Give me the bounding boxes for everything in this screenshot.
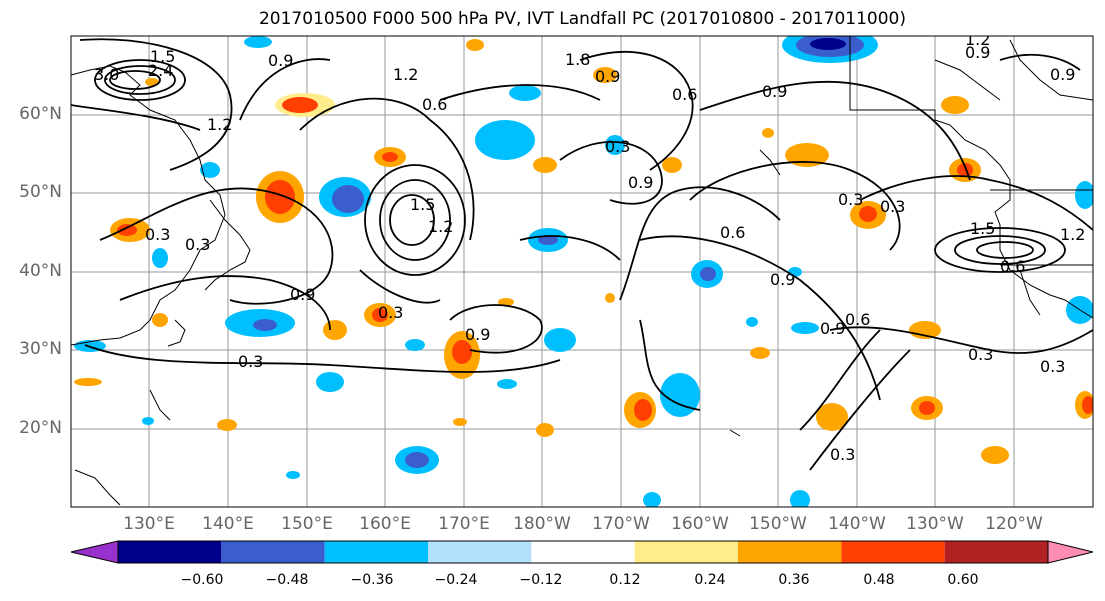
contour-label: 1.2	[428, 217, 453, 236]
contour-label: 0.9	[770, 270, 795, 289]
lon-label: 130°W	[906, 514, 964, 534]
contour-label: 1.5	[410, 195, 435, 214]
contour-label: 0.9	[268, 51, 293, 70]
map-title: 2017010500 F000 500 hPa PV, IVT Landfall…	[258, 9, 906, 29]
lon-label: 130°E	[123, 514, 175, 534]
contour-label: 0.3	[238, 352, 263, 371]
coastlines	[71, 36, 1093, 506]
contour-label: 0.3	[605, 137, 630, 156]
colorbar-tick-label: 0.24	[694, 572, 726, 588]
contour-label: 0.9	[1050, 65, 1075, 84]
lon-label: 150°W	[749, 514, 807, 534]
contour-label: 0.6	[672, 85, 697, 104]
lat-label: 40°N	[19, 261, 62, 281]
colorbar-tick-label: −0.60	[180, 572, 224, 588]
contour-label: 3.0	[94, 65, 119, 84]
contour-label: 0.3	[838, 190, 863, 209]
contour-label: 0.3	[880, 197, 905, 216]
colorbar-tick-label: −0.48	[265, 572, 309, 588]
lat-label: 30°N	[19, 339, 62, 359]
contour-label: 0.9	[965, 43, 990, 62]
contour-label: 0.9	[628, 173, 653, 192]
contour-label: 0.3	[185, 235, 210, 254]
contour-label: 0.6	[720, 223, 745, 242]
contour-label: 0.9	[762, 82, 787, 101]
contour-label: 1.5	[970, 219, 995, 238]
contour-label: 0.9	[290, 285, 315, 304]
contour-label: 0.6	[422, 95, 447, 114]
contour-label: 0.9	[465, 325, 490, 344]
lon-label: 120°W	[985, 514, 1043, 534]
colorbar-tick-label: −0.24	[434, 572, 478, 588]
colorbar-tick-label: 0.48	[863, 572, 895, 588]
contour-label: 0.3	[968, 345, 993, 364]
colorbar-tick-label: 0.60	[947, 572, 979, 588]
colorbar-tick-label: 0.12	[609, 572, 641, 588]
contour-label: 0.3	[830, 445, 855, 464]
lon-label: 170°W	[592, 514, 650, 534]
lon-label: 180°W	[513, 514, 571, 534]
contour-label: 0.9	[820, 319, 845, 338]
contour-labels: 1.5 3.0 2.4 0.9 1.2 1.8 0.9 1.2 0.9 0.6 …	[94, 30, 1085, 464]
colorbar-tick-label: 0.36	[778, 572, 810, 588]
lat-label: 50°N	[19, 182, 62, 202]
contour-label: 1.8	[565, 50, 590, 69]
lat-label: 20°N	[19, 418, 62, 438]
contour-label: 0.9	[595, 67, 620, 86]
contour-label: 0.6	[1000, 257, 1025, 276]
contour-label: 0.3	[145, 225, 170, 244]
lon-label: 160°W	[671, 514, 729, 534]
contour-label: 0.6	[845, 310, 870, 329]
contour-label: 1.2	[207, 115, 232, 134]
lat-label: 60°N	[19, 104, 62, 124]
lon-label: 140°E	[202, 514, 254, 534]
colorbar-tick-label: −0.12	[519, 572, 563, 588]
contour-label: 0.3	[378, 303, 403, 322]
contour-label: 1.5	[150, 47, 175, 66]
lon-label: 140°W	[828, 514, 886, 534]
lon-label: 170°E	[438, 514, 490, 534]
contour-label: 2.4	[148, 61, 173, 80]
contour-label: 1.2	[1060, 225, 1085, 244]
pv-contours	[71, 38, 1093, 471]
contour-label: 1.2	[965, 30, 990, 49]
lon-label: 160°E	[359, 514, 411, 534]
contour-label: 1.2	[393, 65, 418, 84]
lon-label: 150°E	[281, 514, 333, 534]
colorbar-tick-label: −0.36	[350, 572, 394, 588]
contour-label: 0.3	[1040, 357, 1065, 376]
